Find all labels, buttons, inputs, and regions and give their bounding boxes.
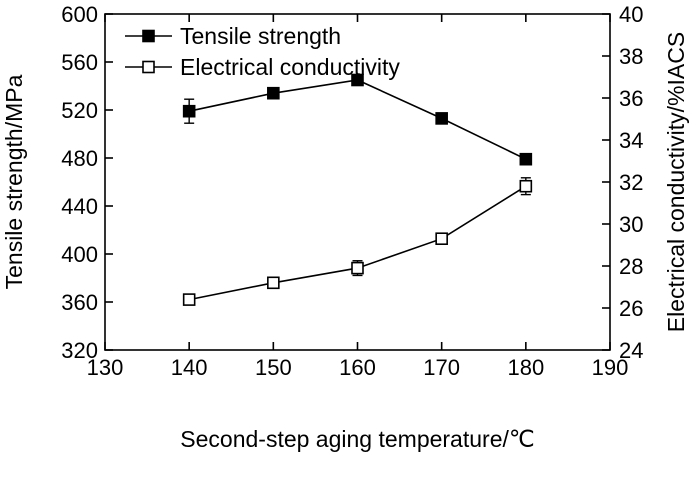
y-right-tick-label: 24 <box>619 338 643 363</box>
data-point <box>182 104 196 118</box>
x-tick-label: 190 <box>592 355 629 380</box>
x-axis-title: Second-step aging temperature/℃ <box>180 426 534 452</box>
y-left-tick-label: 480 <box>61 146 98 171</box>
x-tick-label: 140 <box>171 355 208 380</box>
y-left-tick-label: 360 <box>61 290 98 315</box>
legend-label-tensile: Tensile strength <box>180 23 341 49</box>
x-tick-label: 180 <box>507 355 544 380</box>
data-point <box>435 232 448 245</box>
y-right-tick-label: 38 <box>619 44 643 69</box>
data-point <box>435 112 448 125</box>
x-tick-label: 130 <box>87 355 124 380</box>
y-right-tick-label: 34 <box>619 128 643 153</box>
y-axis-right-title: Electrical conductivity/%IACS <box>663 32 689 332</box>
y-left-tick-label: 400 <box>61 242 98 267</box>
y-left-tick-label: 520 <box>61 98 98 123</box>
legend-marker-tensile <box>142 29 155 43</box>
data-point <box>182 293 196 306</box>
y-left-tick-label: 600 <box>61 2 98 27</box>
x-tick-label: 160 <box>339 355 376 380</box>
series-layer <box>182 73 533 306</box>
data-point <box>267 276 280 290</box>
y-right-tick-label: 40 <box>619 2 643 27</box>
y-left-tick-label: 560 <box>61 50 98 75</box>
y-left-tick-label: 320 <box>61 338 98 363</box>
y-left-tick-label: 440 <box>61 194 98 219</box>
series-line-1 <box>189 185 527 301</box>
series-line-0 <box>188 79 527 160</box>
y-axis-left-title: Tensile strength/MPa <box>1 74 27 289</box>
y-right-tick-label: 32 <box>619 170 643 195</box>
x-tick-label: 150 <box>255 355 292 380</box>
data-point <box>267 86 280 100</box>
ticks-layer: 130 140 150 160 170 180 190 320 360 400 440 480 520 5… <box>61 2 643 380</box>
data-point <box>351 73 364 87</box>
legend-marker-conductivity <box>142 60 155 74</box>
y-right-tick-label: 26 <box>619 296 643 321</box>
data-point <box>519 152 533 166</box>
data-point <box>351 261 364 275</box>
legend-label-conductivity: Electrical conductivity <box>180 54 400 80</box>
y-right-tick-label: 28 <box>619 254 643 279</box>
x-tick-label: 170 <box>423 355 460 380</box>
y-right-tick-label: 36 <box>619 86 643 111</box>
data-point <box>519 179 533 193</box>
legend: Tensile strength Electrical conductivity <box>125 23 400 80</box>
y-right-tick-label: 30 <box>619 212 643 237</box>
